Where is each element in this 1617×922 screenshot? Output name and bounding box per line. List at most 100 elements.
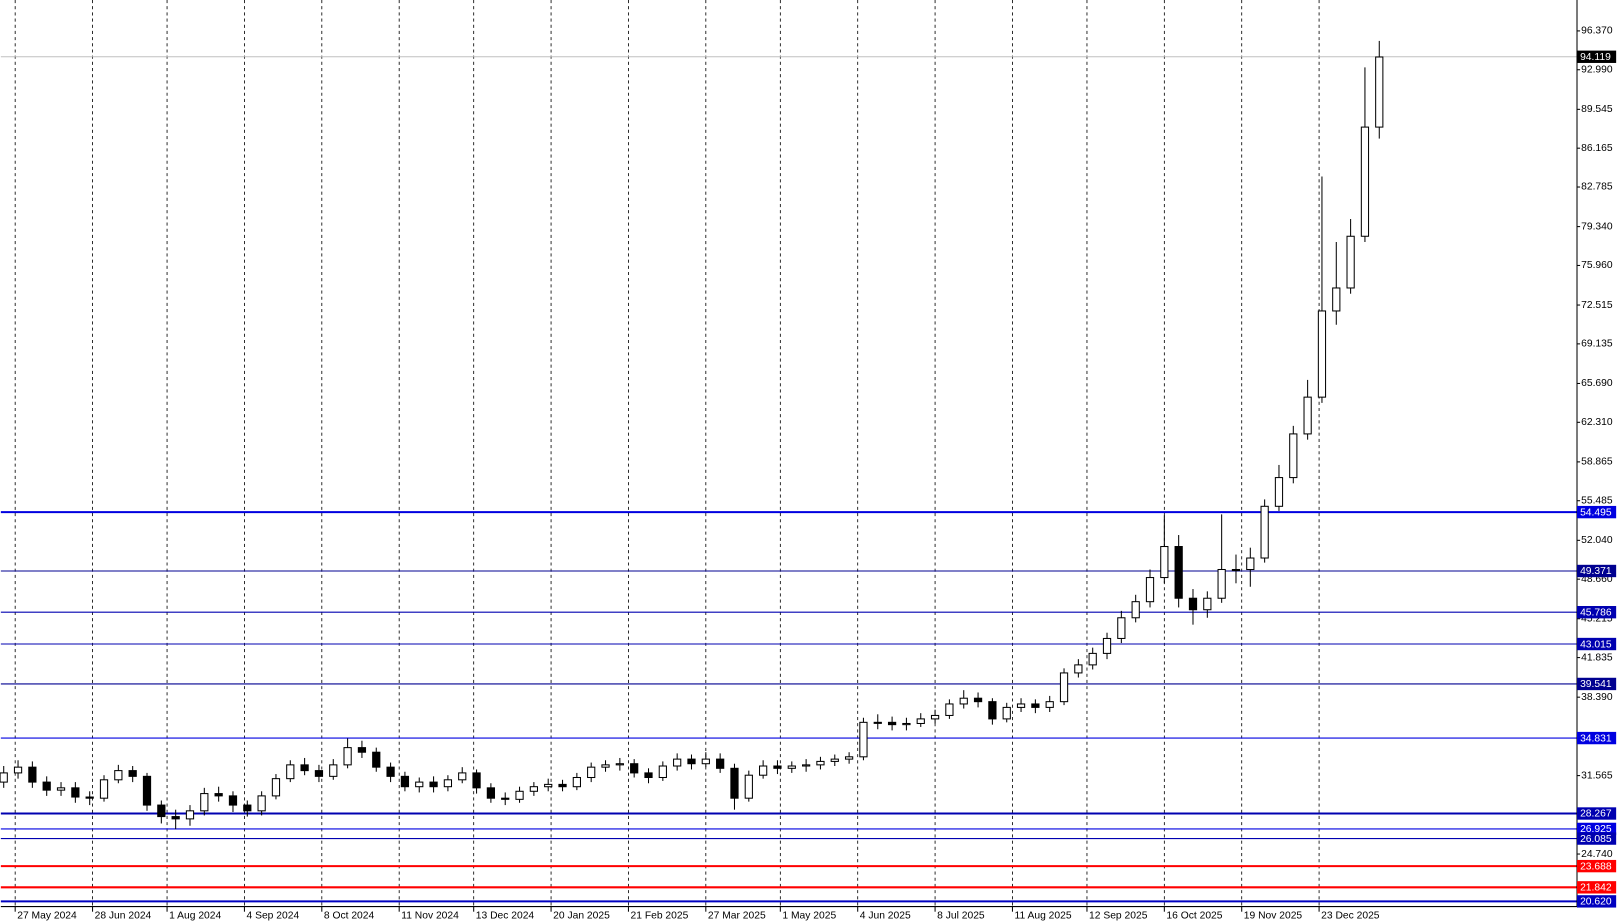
candle-body bbox=[1303, 396, 1312, 435]
candle-body bbox=[486, 787, 496, 799]
candle-body bbox=[300, 764, 309, 772]
x-tick-label: 12 Sep 2025 bbox=[1089, 911, 1148, 922]
level-tag bbox=[1577, 832, 1617, 845]
candle-body bbox=[1260, 505, 1269, 559]
level-label: 26.925 bbox=[1580, 824, 1612, 835]
x-tick-label: 4 Sep 2024 bbox=[246, 911, 299, 922]
candle-body bbox=[945, 703, 954, 716]
candle-body bbox=[1231, 568, 1241, 572]
level-layer bbox=[0, 56, 1578, 903]
candle-body bbox=[200, 793, 209, 812]
candle-body bbox=[99, 779, 109, 799]
candle-body bbox=[730, 767, 739, 799]
level-tag bbox=[1577, 505, 1617, 519]
grid-layer bbox=[14, 0, 1320, 907]
candle-body bbox=[844, 756, 854, 760]
candle-body bbox=[56, 787, 66, 791]
level-label: 43.015 bbox=[1580, 639, 1612, 650]
candle-body bbox=[859, 721, 868, 758]
x-tick-label: 11 Nov 2024 bbox=[401, 911, 459, 922]
x-tick-label: 8 Jul 2025 bbox=[937, 911, 985, 922]
y-tick-label: 58.865 bbox=[1581, 457, 1613, 468]
x-tick-label: 27 May 2024 bbox=[17, 911, 77, 922]
candle-body bbox=[1346, 235, 1355, 289]
x-tick-label: 4 Jun 2025 bbox=[860, 911, 911, 922]
candle-body bbox=[1016, 703, 1026, 708]
candle-body bbox=[701, 758, 710, 765]
candle-body bbox=[802, 764, 811, 767]
y-tick-label: 79.340 bbox=[1581, 221, 1613, 232]
candle-body bbox=[42, 781, 51, 791]
level-label: 45.786 bbox=[1580, 607, 1612, 618]
level-tag bbox=[1577, 895, 1617, 908]
candle-body bbox=[243, 804, 252, 812]
candle-body bbox=[773, 765, 782, 769]
candle-body bbox=[630, 763, 639, 774]
candle-body bbox=[916, 718, 925, 725]
level-tag bbox=[1577, 859, 1617, 873]
candle-body bbox=[1188, 597, 1198, 611]
candle-body bbox=[443, 779, 453, 788]
y-tick-label: 65.690 bbox=[1581, 378, 1613, 389]
candle-layer bbox=[0, 40, 1384, 830]
candle-body bbox=[1031, 703, 1040, 708]
candle-body bbox=[1131, 601, 1140, 619]
candle-body bbox=[357, 747, 367, 753]
candle-body bbox=[988, 701, 997, 720]
candle-body bbox=[1145, 577, 1155, 603]
candle-body bbox=[716, 758, 725, 769]
y-tick-label: 92.990 bbox=[1581, 64, 1613, 75]
candle-body bbox=[1332, 287, 1341, 312]
last-price-tag bbox=[1577, 50, 1617, 63]
candle-body bbox=[1102, 637, 1112, 654]
x-tick-label: 23 Dec 2025 bbox=[1321, 911, 1380, 922]
candle-body bbox=[1360, 126, 1370, 237]
axis-layer: 27 May 2024 28 Jun 2024 1 Aug 2024 4 Sep 20… bbox=[14, 26, 1613, 922]
level-tag bbox=[1577, 807, 1617, 820]
candle-body bbox=[415, 781, 424, 788]
candle-body bbox=[830, 758, 839, 762]
y-tick-label: 62.310 bbox=[1581, 417, 1613, 428]
last-price-label: 94.119 bbox=[1580, 52, 1611, 63]
x-tick-label: 20 Jan 2025 bbox=[553, 911, 610, 922]
candle-body bbox=[687, 758, 696, 765]
candle-body bbox=[458, 772, 467, 781]
y-tick-label: 72.515 bbox=[1581, 300, 1613, 311]
candle-body bbox=[429, 781, 438, 788]
y-tick-label: 41.835 bbox=[1581, 652, 1613, 663]
candle-body bbox=[930, 714, 940, 720]
candle-body bbox=[1289, 433, 1298, 479]
x-tick-label: 1 May 2025 bbox=[782, 911, 836, 922]
candle-body bbox=[501, 797, 510, 800]
level-label: 34.831 bbox=[1580, 733, 1612, 744]
candle-body bbox=[816, 760, 825, 766]
x-tick-label: 1 Aug 2024 bbox=[169, 911, 221, 922]
candle-body bbox=[601, 764, 610, 768]
candle-body bbox=[228, 795, 238, 806]
level-tag bbox=[1577, 564, 1617, 578]
x-tick-label: 21 Feb 2025 bbox=[631, 911, 689, 922]
x-tick-label: 13 Dec 2024 bbox=[476, 911, 535, 922]
candle-body bbox=[142, 775, 152, 806]
x-tick-label: 16 Oct 2025 bbox=[1166, 911, 1222, 922]
y-tick-label: 69.135 bbox=[1581, 339, 1613, 350]
candle-body bbox=[1045, 701, 1054, 708]
candle-body bbox=[759, 765, 768, 776]
level-tag bbox=[1577, 881, 1617, 894]
x-tick-label: 27 Mar 2025 bbox=[708, 911, 766, 922]
candle-body bbox=[673, 758, 682, 767]
y-tick-label: 75.960 bbox=[1581, 260, 1613, 271]
candle-body bbox=[372, 751, 381, 768]
candle-body bbox=[343, 747, 352, 766]
candle-body bbox=[214, 793, 223, 797]
candle-body bbox=[1117, 617, 1126, 639]
candle-body bbox=[572, 776, 581, 788]
candle-body bbox=[959, 697, 968, 705]
level-label: 49.371 bbox=[1580, 566, 1612, 577]
candle-body bbox=[515, 790, 524, 800]
candle-body bbox=[1246, 557, 1255, 571]
candle-body bbox=[128, 770, 137, 777]
y-tick-label: 86.165 bbox=[1581, 143, 1613, 154]
level-label: 28.267 bbox=[1580, 809, 1612, 820]
